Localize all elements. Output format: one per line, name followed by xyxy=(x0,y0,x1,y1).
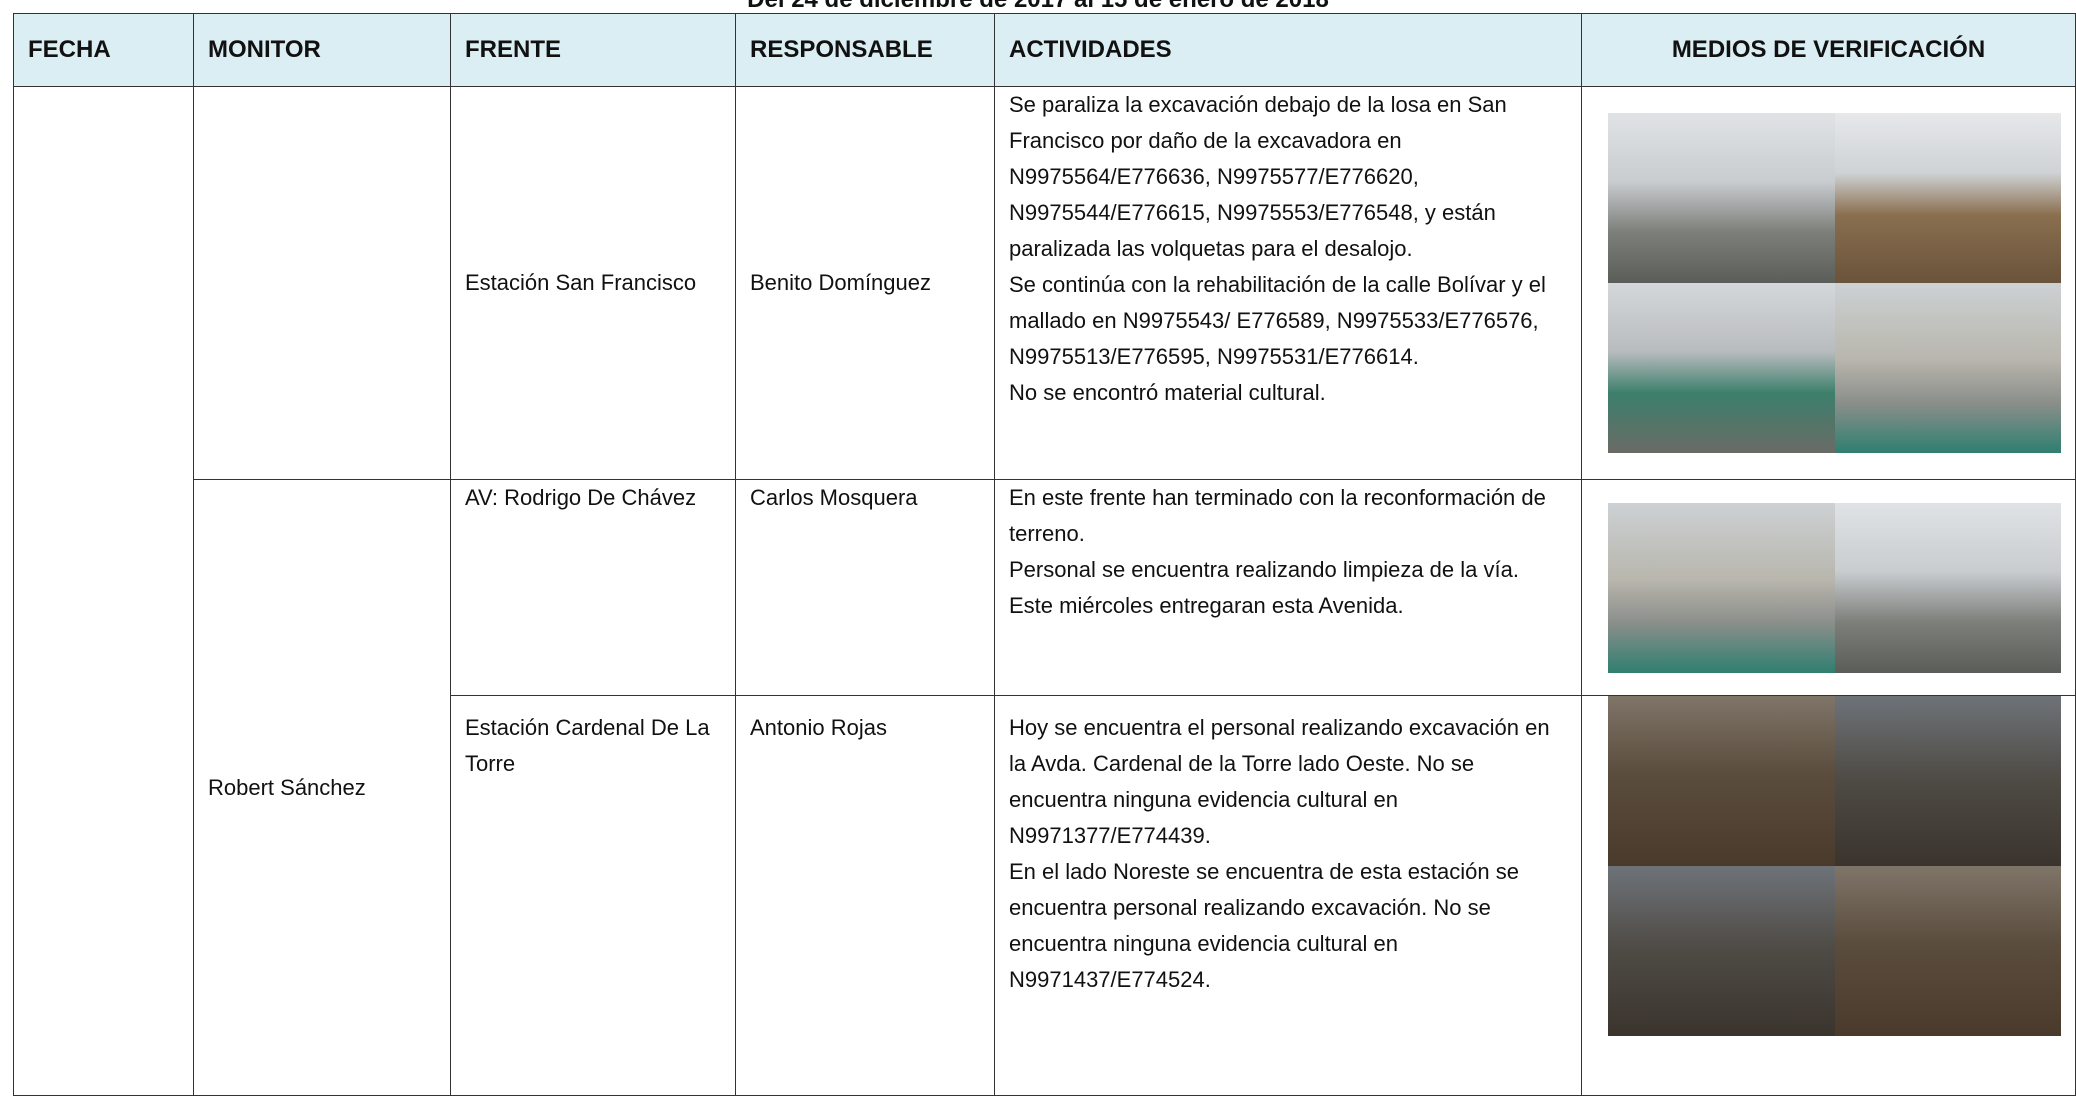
photo xyxy=(1608,502,1835,673)
photos-cell xyxy=(1581,479,2076,696)
photo xyxy=(1834,502,2061,673)
frente-cell: Estación Cardenal De La Torre xyxy=(450,695,736,1096)
frente-cell: AV: Rodrigo De Chávez xyxy=(450,479,736,696)
activity-text: Este miércoles entregaran esta Avenida. xyxy=(1009,593,1404,618)
activity-text: Personal se encuentra realizando limpiez… xyxy=(1009,557,1519,582)
activity-text: Hoy se encuentra el personal realizando … xyxy=(1009,715,1550,848)
photo xyxy=(1608,113,1835,283)
column-header: ACTIVIDADES xyxy=(994,13,1582,87)
responsable-cell: Benito Domínguez xyxy=(735,86,995,480)
monitor-cell xyxy=(193,86,451,480)
column-header: MEDIOS DE VERIFICACIÓN xyxy=(1581,13,2076,87)
monitor-cell: Robert Sánchez xyxy=(193,479,451,1096)
photo xyxy=(1834,113,2061,283)
column-header: FECHA xyxy=(13,13,194,87)
activity-text: No se encontró material cultural. xyxy=(1009,380,1326,405)
header-row: FECHA MONITOR FRENTE RESPONSABLE ACTIVID… xyxy=(13,13,2076,87)
actividades-cell: En este frente han terminado con la reco… xyxy=(994,479,1582,696)
photo xyxy=(1834,283,2061,453)
actividades-cell: Hoy se encuentra el personal realizando … xyxy=(994,695,1582,1096)
column-header: RESPONSABLE xyxy=(735,13,995,87)
photos-cell xyxy=(1581,695,2076,1096)
table-row: Estación Cardenal De La Torre Antonio Ro… xyxy=(14,695,2076,1096)
activity-table: FECHA MONITOR FRENTE RESPONSABLE ACTIVID… xyxy=(13,13,2076,1096)
actividades-cell: Se paraliza la excavación debajo de la l… xyxy=(994,86,1582,480)
photo xyxy=(1834,696,2061,866)
photo xyxy=(1608,696,1835,866)
column-header: FRENTE xyxy=(450,13,736,87)
activity-text: Se continúa con la rehabilitación de la … xyxy=(1009,272,1546,369)
photo xyxy=(1608,283,1835,453)
title: Del 24 de diciembre de 2017 al 15 de ene… xyxy=(0,0,2076,14)
table-row: Estación San Francisco Benito Domínguez … xyxy=(13,86,2076,1096)
activity-text: En el lado Noreste se encuentra de esta … xyxy=(1009,859,1519,992)
frente-cell: Estación San Francisco xyxy=(450,86,736,480)
photo xyxy=(1608,866,1835,1036)
activity-text: En este frente han terminado con la reco… xyxy=(1009,485,1546,546)
photo xyxy=(1834,866,2061,1036)
table-row: Robert Sánchez AV: Rodrigo De Chávez Car… xyxy=(14,479,2076,1096)
fecha-cell xyxy=(13,86,194,1096)
activity-text: Se paraliza la excavación debajo de la l… xyxy=(1009,92,1507,261)
column-header: MONITOR xyxy=(193,13,451,87)
photos-cell xyxy=(1581,86,2076,480)
responsable-cell: Antonio Rojas xyxy=(735,695,995,1096)
responsable-cell: Carlos Mosquera xyxy=(735,479,995,696)
